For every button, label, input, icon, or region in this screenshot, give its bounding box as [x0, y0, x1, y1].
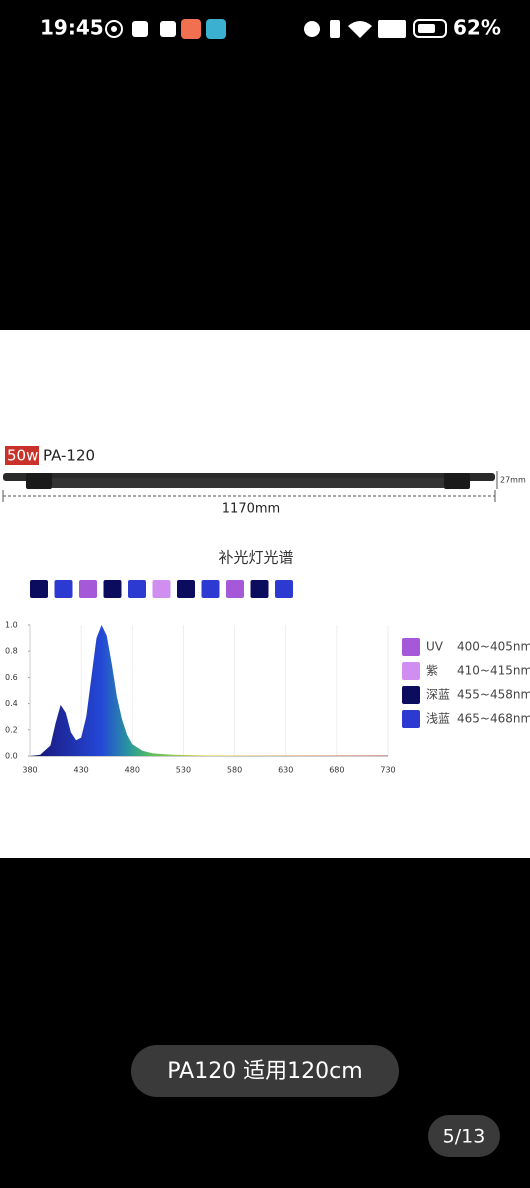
swatch [103, 580, 122, 598]
light-bar [2, 471, 498, 502]
legend-swatch [402, 638, 420, 656]
y-tick-label: 0.4 [5, 699, 18, 708]
y-tick-label: 0.6 [5, 673, 18, 682]
legend-name: 紫 [426, 664, 438, 678]
spectrum-area [30, 625, 388, 756]
spectrum-chart: 380 430 480 530 580 630 680 730 0.0 0.2 0.4 0.6 0.8 1… [5, 580, 530, 775]
x-tick-label: 480 [125, 766, 140, 775]
legend-name: UV [426, 640, 444, 654]
height-label: 27mm [500, 476, 526, 485]
swatch [250, 580, 269, 598]
swatch [177, 580, 195, 598]
status-time: 19:45 [40, 16, 104, 40]
swatch [79, 580, 97, 598]
y-tick-label: 1.0 [5, 621, 18, 630]
legend-range: 465~468nm [457, 712, 530, 726]
swatch [30, 580, 48, 598]
badge: 50w [7, 447, 38, 465]
legend-name: 浅蓝 [426, 712, 450, 726]
x-tick-label: 580 [227, 766, 242, 775]
legend-swatch [402, 686, 420, 704]
legend-name: 深蓝 [426, 688, 450, 702]
x-tick-label: 430 [74, 766, 89, 775]
model: PA-120 [43, 447, 95, 465]
legend-swatch [402, 710, 420, 728]
badge-bg [5, 446, 39, 465]
caption-pill [131, 1045, 399, 1097]
swatch [201, 580, 220, 598]
status-battery: 62% [453, 16, 501, 40]
swatch [275, 580, 293, 598]
status-icons [105, 19, 447, 39]
y-tick-label: 0.2 [5, 725, 18, 734]
legend-range: 410~415nm [457, 664, 530, 678]
y-tick-label: 0.8 [5, 647, 18, 656]
page-indicator: 5/13 [443, 1126, 486, 1148]
legend-range: 400~405nm [457, 640, 530, 654]
swatch [152, 580, 171, 598]
legend-range: 455~458nm [457, 688, 530, 702]
swatch [226, 580, 244, 598]
y-tick-label: 0.0 [5, 752, 18, 761]
x-tick-label: 530 [176, 766, 191, 775]
x-tick-label: 380 [22, 766, 37, 775]
length-label: 1170mm [222, 502, 280, 517]
swatch [128, 580, 146, 598]
x-tick-label: 680 [329, 766, 344, 775]
x-tick-label: 730 [380, 766, 395, 775]
legend-swatch [402, 662, 420, 680]
page-indicator-bg [428, 1115, 500, 1157]
x-tick-label: 630 [278, 766, 293, 775]
swatch [54, 580, 73, 598]
caption: PA120 适用120cm [167, 1059, 362, 1084]
chart-title: 补光灯光谱 [218, 549, 293, 567]
